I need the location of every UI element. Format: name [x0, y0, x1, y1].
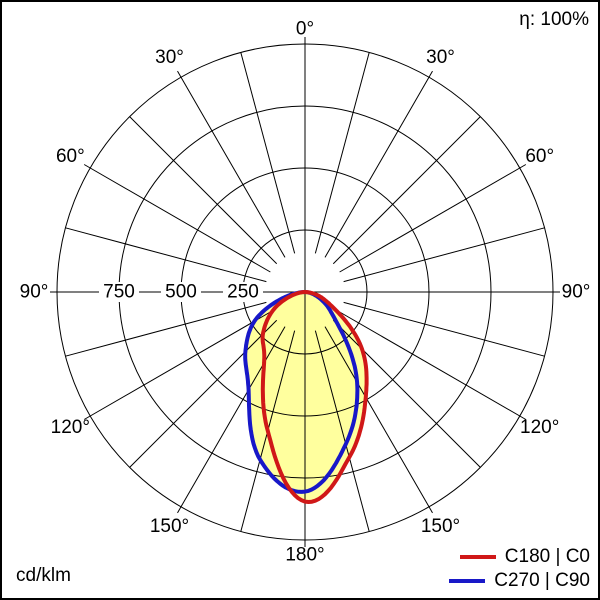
grid-spoke [65, 227, 267, 283]
legend-label: C180 | C0 [504, 546, 590, 567]
legend-label: C270 | C90 [494, 570, 590, 591]
grid-spoke [343, 301, 545, 357]
angle-label: 0° [296, 19, 314, 40]
grid-spoke [339, 311, 527, 420]
angle-label: 150° [150, 516, 189, 537]
radial-tick-label: 250 [227, 282, 259, 303]
grid-spoke [324, 70, 433, 258]
beam-fill-1 [245, 292, 358, 492]
angle-label: 30° [155, 47, 184, 68]
grid-spoke [332, 319, 481, 468]
grid-spoke [83, 311, 271, 420]
legend-blue-line-icon [449, 579, 486, 583]
unit-label: cd/klm [16, 565, 71, 586]
radial-label-bg [99, 282, 139, 302]
legend-item-c270-c90: C270 | C90 [449, 569, 590, 593]
legend-red-line-icon [459, 555, 496, 559]
grid-spoke [324, 326, 433, 514]
legend: C180 | C0 C270 | C90 [449, 545, 590, 593]
curve-C180-C0 [260, 290, 369, 504]
grid-spoke [343, 227, 545, 283]
efficiency-value: η: 100% [519, 9, 589, 30]
angle-label: 60° [56, 146, 85, 167]
legend-item-c180-c0: C180 | C0 [459, 545, 590, 569]
angle-label: 60° [525, 146, 554, 167]
angle-label: 30° [426, 47, 455, 68]
angle-label: 120° [520, 417, 559, 438]
radial-tick-label: 750 [103, 282, 135, 303]
grid-spoke [65, 301, 267, 357]
grid-spoke [129, 116, 278, 265]
angle-label: 90° [20, 282, 49, 303]
angle-label: 90° [562, 282, 591, 303]
grid-spoke [177, 70, 286, 258]
grid-spoke [314, 330, 370, 532]
radial-label-bg [161, 282, 201, 302]
angle-label: 180° [285, 545, 324, 566]
grid-spoke [129, 319, 278, 468]
grid-spoke [177, 326, 286, 514]
radial-tick-label: 500 [165, 282, 197, 303]
curve-C270-C90 [243, 290, 360, 494]
grid-spoke [339, 164, 527, 273]
grid-spoke [83, 164, 271, 273]
grid-spoke [314, 52, 370, 254]
radial-label-bg [223, 282, 263, 302]
grid-spoke [332, 116, 481, 265]
angle-label: 150° [421, 516, 460, 537]
angle-label: 120° [51, 417, 90, 438]
grid-spoke [240, 52, 296, 254]
